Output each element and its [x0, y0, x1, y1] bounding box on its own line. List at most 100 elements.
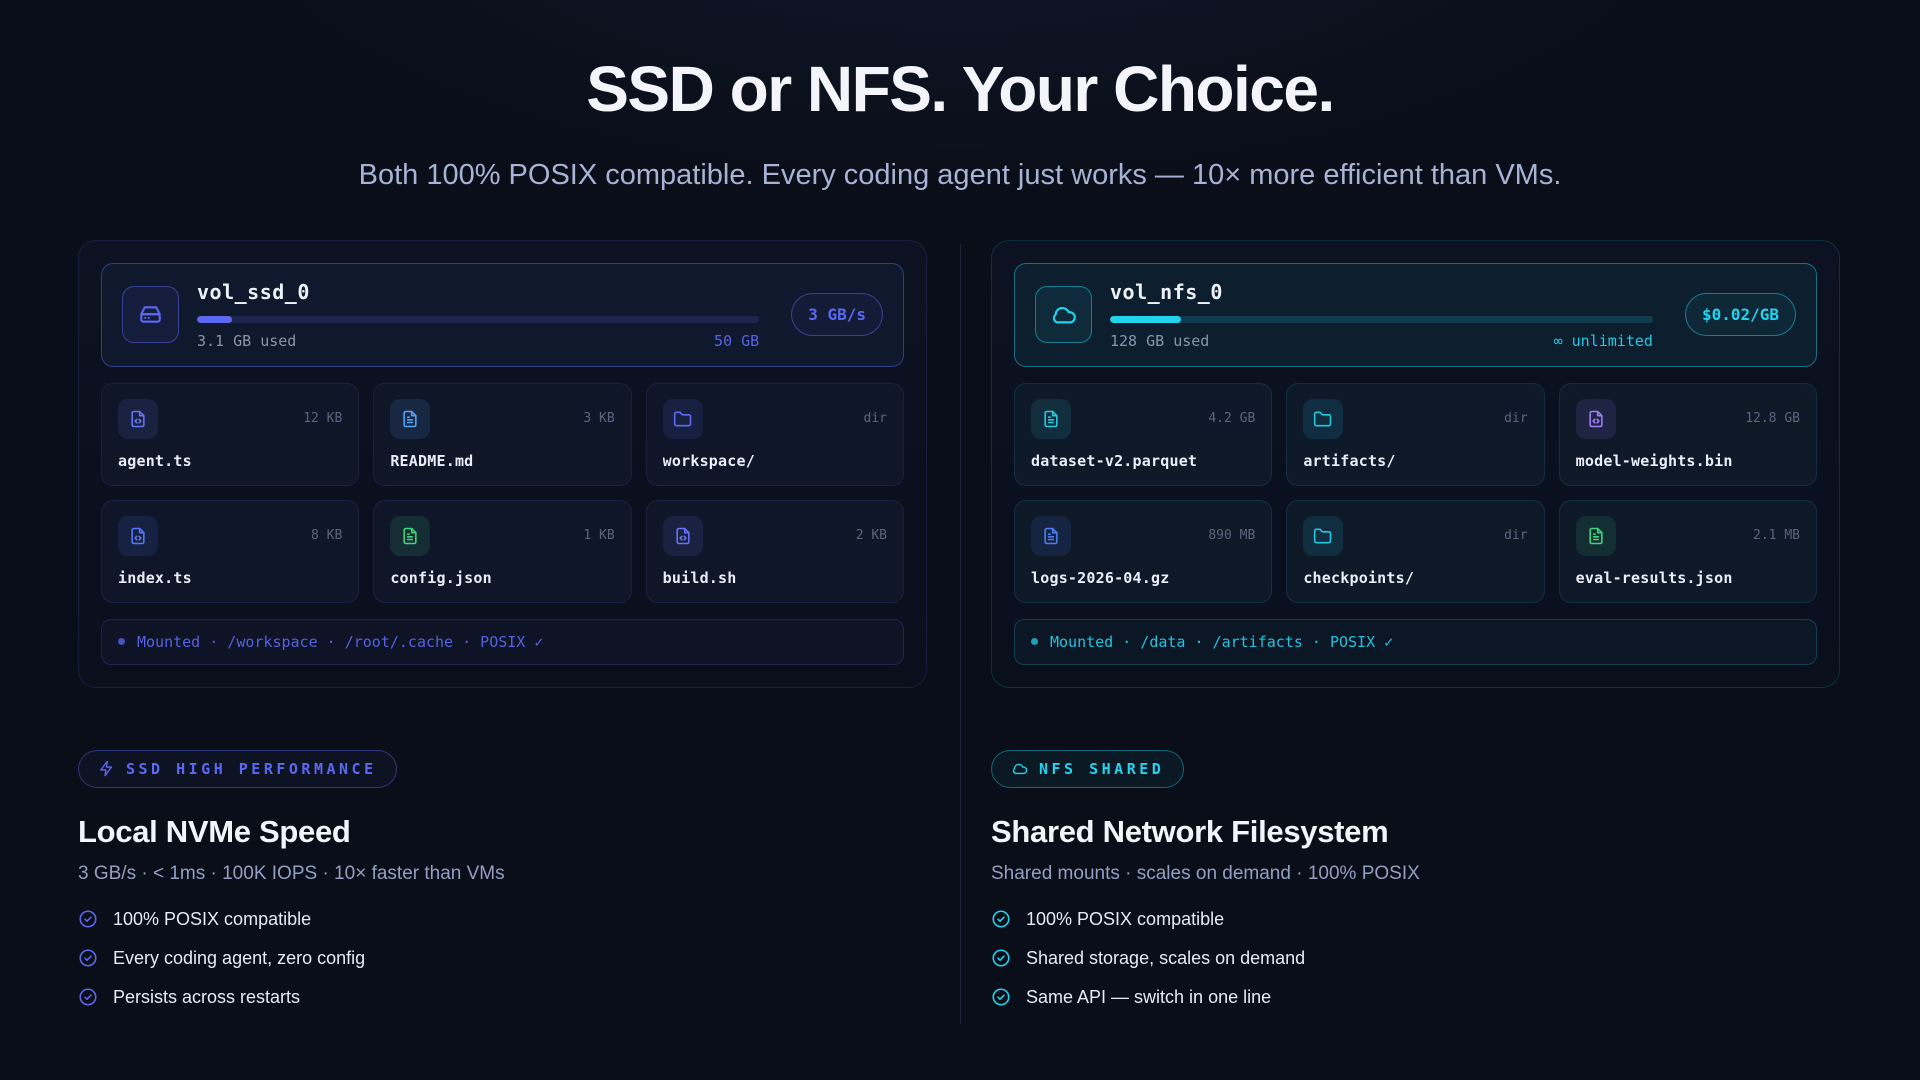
- file-size: 1 KB: [583, 528, 615, 543]
- file-code-icon: [118, 515, 158, 556]
- file-size: 2.1 MB: [1753, 528, 1800, 543]
- file-size: dir: [1504, 528, 1528, 543]
- file-tile: 3 KB README.md: [373, 382, 632, 486]
- file-name: logs-2026-04.gz: [1031, 568, 1170, 587]
- check-circle-icon: [78, 987, 98, 1007]
- file-size: 8 KB: [311, 528, 343, 543]
- feature-subheading: Shared mounts · scales on demand · 100% …: [991, 862, 1420, 884]
- file-size: 3 KB: [583, 411, 615, 426]
- columns-wrapper: vol_ssd_0 3.1 GB used 50 GB 3 GB/s 12 KB…: [0, 239, 1920, 1024]
- feature-badge: SSD HIGH PERFORMANCE: [78, 749, 397, 788]
- usage-fill: [197, 315, 232, 323]
- volume-usage: vol_ssd_0 3.1 GB used 50 GB: [197, 279, 760, 350]
- file-grid: 12 KB agent.ts 3 KB README.md dir workspace/8…: [101, 382, 904, 603]
- file-name: config.json: [390, 568, 492, 587]
- file-grid: 4.2 GB dataset-v2.parquet dir artifacts/12.…: [1014, 382, 1817, 603]
- file-tile: 12.8 GB model-weights.bin: [1558, 382, 1817, 486]
- feature-heading: Shared Network Filesystem: [991, 813, 1389, 849]
- usage-used-label: 3.1 GB used: [197, 331, 297, 350]
- feature-badge: NFS SHARED: [991, 749, 1185, 788]
- file-name: workspace/: [662, 451, 755, 470]
- file-tile: dir checkpoints/: [1286, 499, 1545, 603]
- feature-section: NFS SHARED Shared Network Filesystem Sha…: [991, 749, 1840, 1008]
- file-name: build.sh: [662, 568, 737, 587]
- feature-badge-label: SSD HIGH PERFORMANCE: [126, 759, 377, 778]
- usage-capacity-label: ∞ unlimited: [1553, 331, 1653, 350]
- volume-card: vol_nfs_0 128 GB used ∞ unlimited $0.02/…: [991, 239, 1840, 688]
- file-tile: 890 MB logs-2026-04.gz: [1014, 499, 1273, 603]
- hero-section: SSD or NFS. Your Choice. Both 100% POSIX…: [0, 0, 1920, 198]
- usage-used-label: 128 GB used: [1110, 331, 1210, 350]
- status-dot-icon: [118, 638, 125, 645]
- folder-icon: [1303, 515, 1344, 556]
- usage-capacity-label: 50 GB: [714, 331, 760, 350]
- file-name: README.md: [390, 451, 474, 470]
- feature-section: SSD HIGH PERFORMANCE Local NVMe Speed 3 …: [78, 749, 927, 1008]
- file-name: eval-results.json: [1575, 568, 1733, 587]
- feature-item: Persists across restarts: [78, 987, 927, 1008]
- file-size: 12.8 GB: [1745, 411, 1800, 426]
- cloud-icon: [1011, 760, 1028, 777]
- file-tile: 4.2 GB dataset-v2.parquet: [1014, 382, 1273, 486]
- check-circle-icon: [991, 909, 1011, 929]
- feature-subheading: 3 GB/s · < 1ms · 100K IOPS · 10× faster …: [78, 862, 505, 884]
- file-name: index.ts: [118, 568, 192, 587]
- file-name: checkpoints/: [1303, 568, 1415, 587]
- file-size: dir: [863, 411, 887, 426]
- file-name: artifacts/: [1303, 451, 1396, 470]
- feature-item: Shared storage, scales on demand: [991, 948, 1840, 969]
- file-tile: dir artifacts/: [1286, 382, 1545, 486]
- feature-text: 100% POSIX compatible: [113, 908, 312, 929]
- file-size: dir: [1504, 411, 1528, 426]
- volume-header: vol_nfs_0 128 GB used ∞ unlimited $0.02/…: [1014, 262, 1817, 367]
- page-subtitle: Both 100% POSIX compatible. Every coding…: [358, 159, 1562, 191]
- feature-item: Every coding agent, zero config: [78, 948, 927, 969]
- ssd-column: vol_ssd_0 3.1 GB used 50 GB 3 GB/s 12 KB…: [78, 239, 927, 1008]
- check-circle-icon: [78, 948, 98, 968]
- file-text-icon: [390, 398, 431, 439]
- file-size: 2 KB: [855, 528, 887, 543]
- page-title: SSD or NFS. Your Choice.: [586, 53, 1335, 125]
- file-tile: 2 KB build.sh: [645, 499, 904, 603]
- volume-header: vol_ssd_0 3.1 GB used 50 GB 3 GB/s: [101, 262, 904, 367]
- cloud-icon: [1035, 286, 1092, 343]
- check-circle-icon: [991, 948, 1011, 968]
- file-name: model-weights.bin: [1575, 451, 1733, 470]
- feature-text: Every coding agent, zero config: [113, 947, 366, 968]
- file-code-icon: [662, 515, 703, 556]
- file-name: agent.ts: [118, 451, 192, 470]
- usage-bar: [1110, 315, 1653, 323]
- feature-list: 100% POSIX compatible Every coding agent,…: [78, 909, 927, 1008]
- file-tile: 12 KB agent.ts: [101, 382, 360, 486]
- file-size: 4.2 GB: [1208, 411, 1256, 426]
- file-code-icon: [118, 398, 158, 439]
- file-tile: 2.1 MB eval-results.json: [1558, 499, 1817, 603]
- volume-usage: vol_nfs_0 128 GB used ∞ unlimited: [1110, 280, 1653, 350]
- mount-status-bar: Mounted · /workspace · /root/.cache · PO…: [101, 618, 904, 665]
- file-tile: 1 KB config.json: [373, 499, 632, 603]
- file-text-icon: [1575, 515, 1616, 556]
- feature-text: 100% POSIX compatible: [1026, 908, 1225, 929]
- file-text-icon: [1031, 515, 1071, 556]
- feature-badge-label: NFS SHARED: [1039, 759, 1165, 778]
- feature-item: 100% POSIX compatible: [78, 909, 927, 930]
- file-tile: dir workspace/: [645, 382, 904, 486]
- hard-drive-icon: [122, 286, 179, 343]
- nfs-column: vol_nfs_0 128 GB used ∞ unlimited $0.02/…: [991, 239, 1840, 1008]
- bolt-icon: [98, 760, 115, 777]
- folder-icon: [1303, 398, 1344, 439]
- usage-fill: [1110, 315, 1181, 323]
- check-circle-icon: [78, 909, 98, 929]
- file-tile: 8 KB index.ts: [101, 499, 360, 603]
- file-size: 12 KB: [303, 411, 343, 426]
- feature-item: Same API — switch in one line: [991, 987, 1840, 1008]
- volume-card: vol_ssd_0 3.1 GB used 50 GB 3 GB/s 12 KB…: [78, 239, 927, 688]
- volume-name: vol_ssd_0: [197, 279, 310, 304]
- folder-icon: [662, 398, 703, 439]
- feature-item: 100% POSIX compatible: [991, 909, 1840, 930]
- feature-text: Same API — switch in one line: [1026, 986, 1272, 1007]
- feature-text: Persists across restarts: [113, 986, 301, 1007]
- feature-text: Shared storage, scales on demand: [1026, 947, 1306, 968]
- file-code-icon: [1575, 398, 1616, 439]
- status-dot-icon: [1031, 638, 1038, 645]
